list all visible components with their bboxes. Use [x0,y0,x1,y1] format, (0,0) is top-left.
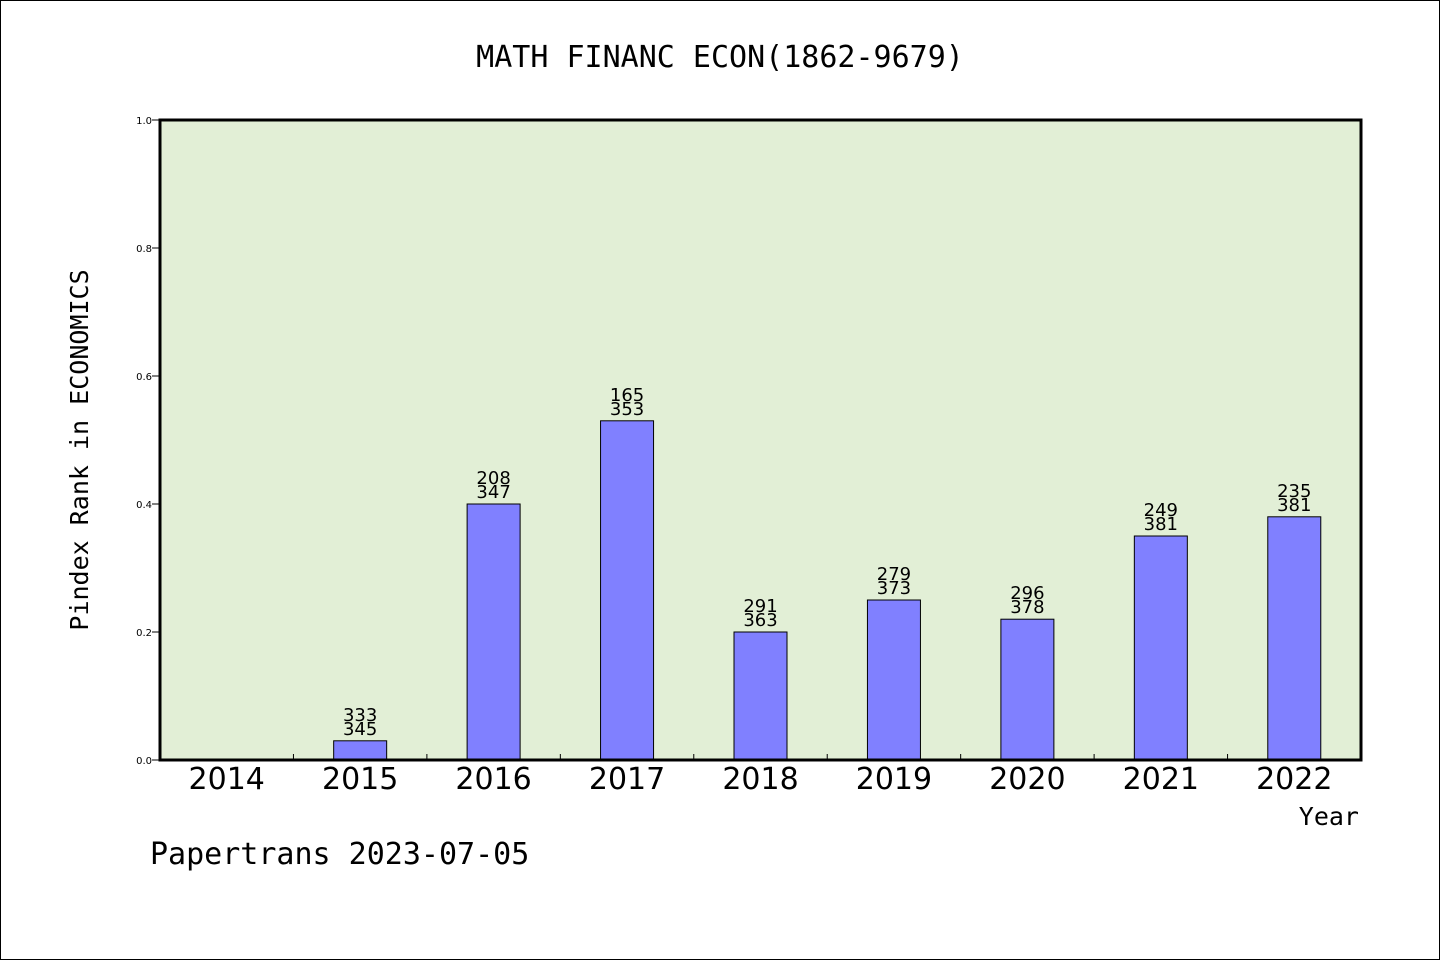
y-tick-label: 0.2 [136,628,152,639]
axis-ticks: 0.0 0.2 0.4 0.6 0.8 1.0 2014 2015 2016 2017 2018 20… [136,116,1332,797]
x-tick-label: 2018 [722,762,798,797]
data-label-bottom: 347 [476,482,510,503]
y-axis-label: Pindex Rank in ECONOMICS [65,269,94,630]
data-label-top: 291 [743,596,777,617]
bar-2022 [1267,516,1322,761]
data-label-bottom: 381 [1144,514,1178,535]
data-label-bottom: 363 [743,610,777,631]
y-tick-label: 1.0 [136,116,152,127]
x-axis-label: Year [1299,802,1359,831]
data-label-top: 208 [476,468,510,489]
data-label-top: 296 [1010,583,1044,604]
data-label-top: 333 [343,705,377,726]
y-tick-label: 0.4 [136,500,152,511]
data-label-bottom: 353 [610,399,644,420]
chart-title: MATH FINANC ECON(1862-9679) [476,40,964,75]
bars [333,420,1322,761]
bar-2015 [333,740,388,761]
x-tick-label: 2017 [589,762,665,797]
data-label-top: 235 [1277,481,1311,502]
y-tick-label: 0.6 [136,372,152,383]
bar-2017 [600,420,655,761]
x-tick-label: 2021 [1123,762,1199,797]
footer-text: Papertrans 2023-07-05 [150,837,529,872]
x-tick-label: 2016 [455,762,531,797]
y-tick-label: 0.8 [136,244,152,255]
plot-border [158,118,1363,762]
data-label-bottom: 378 [1010,597,1044,618]
data-label-bottom: 373 [877,578,911,599]
x-tick-label: 2022 [1256,762,1332,797]
x-tick-label: 2015 [322,762,398,797]
data-label-top: 249 [1144,500,1178,521]
y-tick-label: 0.0 [136,756,152,767]
data-label-bottom: 345 [343,719,377,740]
data-label-top: 165 [610,385,644,406]
x-tick-label: 2020 [989,762,1065,797]
x-tick-label: 2014 [189,762,265,797]
bar-2021 [1133,535,1188,761]
bar-2020 [1000,618,1055,761]
bar-2016 [466,503,521,761]
x-tick-label: 2019 [856,762,932,797]
data-label-top: 279 [877,564,911,585]
data-label-bottom: 381 [1277,495,1311,516]
bar-2019 [866,599,921,761]
bar-2018 [733,631,788,761]
